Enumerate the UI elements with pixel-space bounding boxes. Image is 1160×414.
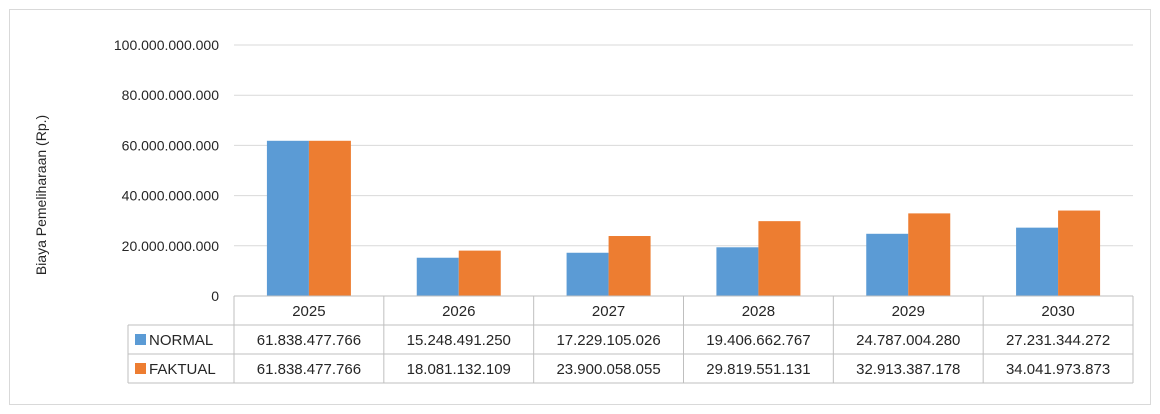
table-cell-normal-2026: 15.248.491.250 [407, 332, 511, 349]
y-tick-label: 20.000.000.000 [122, 238, 220, 254]
x-category-label: 2027 [592, 303, 625, 320]
table-cell-faktual-2027: 23.900.058.055 [556, 361, 660, 378]
y-axis-tick-labels: 0 20.000.000.000 40.000.000.000 60.000.000.… [114, 37, 219, 304]
y-tick-label: 40.000.000.000 [122, 188, 220, 204]
legend-key-normal [135, 334, 146, 345]
legend-label-normal: NORMAL [149, 332, 213, 349]
bar-normal-2030 [1016, 227, 1059, 296]
x-category-label: 2025 [292, 303, 325, 320]
table-cell-faktual-2030: 34.041.973.873 [1006, 361, 1110, 378]
bar-normal-2026 [416, 257, 459, 296]
table-cell-normal-2030: 27.231.344.272 [1006, 332, 1110, 349]
table-cell-normal-2028: 19.406.662.767 [706, 332, 810, 349]
bar-faktual-2025 [308, 140, 351, 296]
x-category-label: 2029 [892, 303, 925, 320]
y-tick-label: 100.000.000.000 [114, 37, 219, 53]
x-category-label: 2026 [442, 303, 475, 320]
bar-faktual-2028 [758, 221, 801, 296]
chart-frame: 0 20.000.000.000 40.000.000.000 60.000.000.… [9, 9, 1151, 405]
x-category-label: 2030 [1041, 303, 1074, 320]
table-cell-normal-2029: 24.787.004.280 [856, 332, 960, 349]
bar-normal-2027 [566, 252, 609, 296]
bar-normal-2025 [266, 140, 309, 296]
y-tick-label: 80.000.000.000 [122, 87, 220, 103]
table-cell-normal-2025: 61.838.477.766 [257, 332, 361, 349]
bar-chart: 0 20.000.000.000 40.000.000.000 60.000.000.… [33, 37, 1134, 384]
table-cell-faktual-2025: 61.838.477.766 [257, 361, 361, 378]
y-tick-label: 60.000.000.000 [122, 137, 220, 153]
bars [266, 140, 1101, 296]
y-axis-title: Biaya Pemeliharaan (Rp.) [33, 115, 49, 275]
legend-key-faktual [135, 363, 146, 374]
legend-label-faktual: FAKTUAL [149, 361, 216, 378]
bar-normal-2029 [866, 233, 909, 296]
bar-faktual-2029 [908, 213, 951, 296]
table-cell-normal-2027: 17.229.105.026 [556, 332, 660, 349]
x-category-label: 2028 [742, 303, 775, 320]
bar-faktual-2026 [458, 250, 501, 296]
table-cell-faktual-2028: 29.819.551.131 [706, 361, 810, 378]
data-table: 2025 2026 2027 2028 2029 2030 NORMAL 61.838.477… [127, 295, 1134, 384]
gridlines [234, 44, 1133, 247]
bar-normal-2028 [716, 247, 759, 296]
table-cell-faktual-2026: 18.081.132.109 [407, 361, 511, 378]
y-tick-label: 0 [211, 288, 219, 304]
table-cell-faktual-2029: 32.913.387.178 [856, 361, 960, 378]
bar-faktual-2030 [1058, 210, 1101, 296]
bar-faktual-2027 [608, 236, 651, 296]
